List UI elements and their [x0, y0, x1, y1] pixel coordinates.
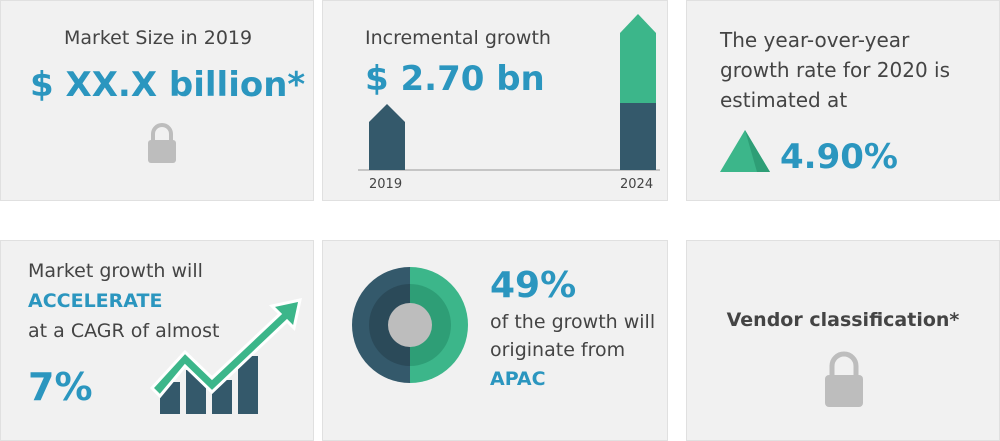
title: Vendor classification* — [726, 309, 960, 331]
bar-2019 — [369, 104, 405, 170]
value: 4.90% — [780, 137, 898, 177]
up-triangle-shade — [745, 130, 770, 172]
axis-label: 2024 — [620, 177, 654, 192]
growth-arrow — [149, 298, 302, 399]
bar-base — [620, 103, 656, 170]
value: 7% — [28, 365, 93, 409]
bar-increment — [620, 14, 656, 103]
title: Incremental growth — [365, 27, 551, 49]
text-line: of the growth will — [490, 311, 656, 333]
axis-label: 2019 — [369, 177, 403, 192]
text-line: estimated at — [720, 88, 848, 112]
highlight: ACCELERATE — [28, 290, 163, 312]
value: $ XX.X billion* — [30, 65, 306, 105]
lock-icon — [148, 123, 176, 163]
value: $ 2.70 bn — [365, 59, 545, 99]
title: Market Size in 2019 — [64, 27, 253, 49]
text-line: growth rate for 2020 is — [720, 58, 951, 82]
card — [686, 240, 1000, 441]
region-name: APAC — [490, 368, 546, 390]
lock-icon — [825, 351, 863, 407]
text-line: The year-over-year — [720, 28, 910, 52]
text-line: Market growth will — [28, 260, 203, 282]
value: 49% — [490, 265, 577, 306]
text-line: at a CAGR of almost — [28, 320, 220, 342]
card — [0, 0, 314, 201]
text-line: originate from — [490, 339, 626, 361]
donut-hole — [388, 303, 432, 347]
